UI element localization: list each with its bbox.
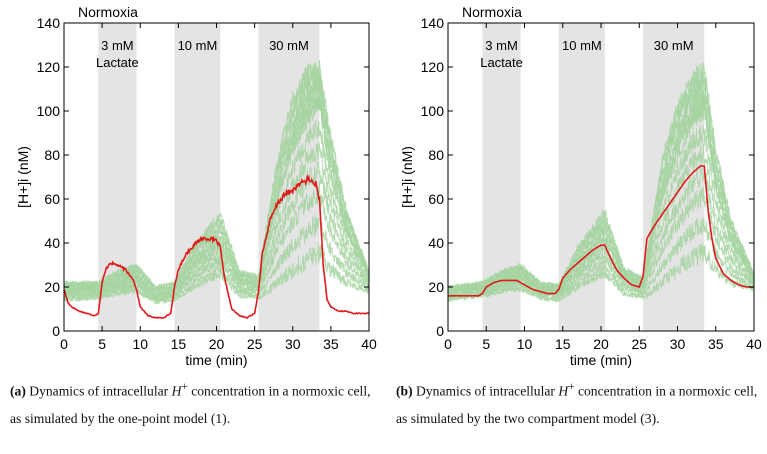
chart-b-xtick-label-10: 10 [517,336,533,352]
caption-b-text-post: concentration in a normoxic cell, as sim… [396,383,758,426]
chart-b-title: Normoxia [462,4,522,20]
caption-b-math: H [558,383,569,399]
chart-a-interval-label-2: 30 mM [269,38,309,53]
caption-a: (a) Dynamics of intracellular H+ concent… [10,374,382,432]
chart-b-green-trace-0 [447,243,755,304]
chart-panel-b: 0 5 10 15 20 25 30 35 40 0 20 40 60 80 100 120 140 Normox… [399,4,762,368]
chart-b-xtick-label-25: 25 [631,336,647,352]
chart-b-xtick-label-40: 40 [746,336,762,352]
chart-a-xtick-label-0: 0 [60,336,68,352]
chart-a-xtick-label-30: 30 [285,336,301,352]
chart-a-title: Normoxia [78,4,138,20]
caption-a-text-pre: Dynamics of intracellular [29,383,169,399]
chart-a-ytick-label-40: 40 [44,235,60,251]
chart-a-xtick-label-40: 40 [361,336,377,352]
chart-b-ytick-label-60: 60 [428,191,444,207]
caption-b-label: (b) [396,383,413,399]
chart-a-green-trace-4 [63,141,370,301]
chart-a-ylabel: [H+]i (nM) [15,146,31,208]
caption-a-sup: + [181,381,188,393]
chart-b-xtick-label-0: 0 [444,336,452,352]
chart-b-ytick-label-40: 40 [428,235,444,251]
chart-a-xtick-label-25: 25 [247,336,263,352]
chart-a-green-trace-5 [63,119,370,301]
chart-b-ytick-label-120: 120 [421,59,445,75]
chart-b-interval-label-2: 30 mM [654,38,694,53]
chart-a-ytick-label-20: 20 [44,279,60,295]
chart-b-ytick-label-80: 80 [428,147,444,163]
chart-b-interval-sublabel-0: Lactate [480,55,523,70]
chart-a-ytick-label-0: 0 [52,323,60,339]
chart-a-ytick-label-100: 100 [37,103,61,119]
caption-a-math: H [171,383,182,399]
caption-b-text-pre: Dynamics of intracellular [416,383,555,399]
caption-b-sup: + [568,381,575,393]
caption-a-label: (a) [10,383,26,399]
chart-b-green-trace-2 [447,186,755,301]
chart-b-xtick-label-20: 20 [593,336,609,352]
chart-b-ytick-label-100: 100 [421,103,445,119]
chart-b-xtick-label-5: 5 [482,336,490,352]
caption-a-text-post: concentration in a normoxic cell, as sim… [10,383,371,426]
chart-a-interval-label-1: 10 mM [178,38,218,53]
chart-b-red-trace [448,165,754,297]
chart-b-ylabel: [H+]i (nM) [399,146,415,208]
chart-a-ytick-label-120: 120 [37,59,61,75]
chart-a-interval-sublabel-0: Lactate [96,55,139,70]
chart-panel-a: 0 5 10 15 20 25 30 35 40 0 20 40 60 80 100 120 140 Normox… [15,4,377,368]
chart-b-interval-label-0: 3 mM [485,38,518,53]
chart-a-interval-label-0: 3 mM [101,38,134,53]
figure-canvas: 0 5 10 15 20 25 30 35 40020406080100120140Normox… [15,4,762,368]
chart-b-interval-label-1: 10 mM [562,38,602,53]
chart-a-green-trace-3 [63,160,370,302]
chart-b-xlabel: time (min) [570,352,632,368]
chart-a-xtick-label-15: 15 [171,336,187,352]
chart-b-xtick-label-30: 30 [670,336,686,352]
chart-a-xtick-label-5: 5 [98,336,106,352]
chart-a-ytick-label-140: 140 [37,15,61,31]
chart-b-xtick-label-35: 35 [708,336,724,352]
chart-a-xtick-label-20: 20 [209,336,225,352]
chart-a-green-trace-1 [63,214,370,303]
caption-b: (b) Dynamics of intracellular H+ concent… [396,374,767,432]
chart-a-xtick-label-10: 10 [132,336,148,352]
chart-b-ytick-label-140: 140 [421,15,445,31]
chart-b-xtick-label-15: 15 [555,336,571,352]
chart-b-ytick-label-20: 20 [428,279,444,295]
chart-a-green-trace-8 [63,92,370,295]
chart-a-green-trace-13 [63,60,370,289]
chart-a-ytick-label-80: 80 [44,147,60,163]
chart-a-xlabel: time (min) [185,352,247,368]
chart-b-ytick-label-0: 0 [436,323,444,339]
chart-a-ytick-label-60: 60 [44,191,60,207]
chart-a-red-trace [63,173,370,319]
chart-b-green-trace-13 [447,62,755,289]
chart-a-xtick-label-35: 35 [323,336,339,352]
